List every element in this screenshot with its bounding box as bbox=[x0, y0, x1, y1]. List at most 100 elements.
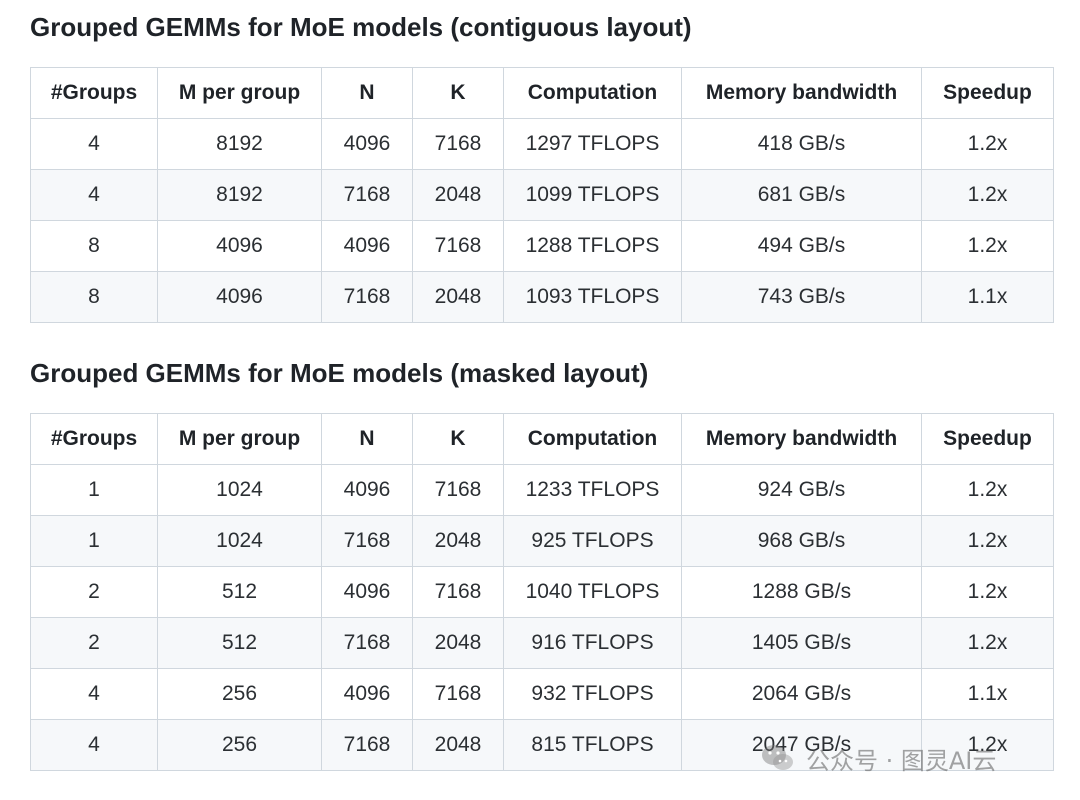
cell-computation: 1093 TFLOPS bbox=[503, 271, 682, 323]
cell-n: 7168 bbox=[321, 271, 413, 323]
header-m-per-group: M per group bbox=[157, 413, 322, 465]
cell-k: 2048 bbox=[412, 719, 504, 771]
cell-computation: 925 TFLOPS bbox=[503, 515, 682, 567]
cell-k: 7168 bbox=[412, 118, 504, 170]
cell-m-per-group: 512 bbox=[157, 617, 322, 669]
cell-groups: 8 bbox=[30, 271, 158, 323]
header-n: N bbox=[321, 67, 413, 119]
cell-n: 7168 bbox=[321, 617, 413, 669]
cell-n: 7168 bbox=[321, 169, 413, 221]
header-memory-bandwidth: Memory bandwidth bbox=[681, 413, 922, 465]
header-k: K bbox=[412, 67, 504, 119]
header-k: K bbox=[412, 413, 504, 465]
cell-memory-bandwidth: 418 GB/s bbox=[681, 118, 922, 170]
cell-k: 2048 bbox=[412, 515, 504, 567]
header-m-per-group: M per group bbox=[157, 67, 322, 119]
cell-computation: 815 TFLOPS bbox=[503, 719, 682, 771]
cell-k: 2048 bbox=[412, 617, 504, 669]
cell-computation: 1288 TFLOPS bbox=[503, 220, 682, 272]
cell-computation: 1233 TFLOPS bbox=[503, 464, 682, 516]
table-header-row: #Groups M per group N K Computation Memo… bbox=[30, 413, 1054, 465]
cell-speedup: 1.2x bbox=[921, 169, 1054, 221]
cell-computation: 932 TFLOPS bbox=[503, 668, 682, 720]
cell-n: 4096 bbox=[321, 118, 413, 170]
cell-speedup: 1.2x bbox=[921, 118, 1054, 170]
cell-groups: 4 bbox=[30, 118, 158, 170]
cell-memory-bandwidth: 743 GB/s bbox=[681, 271, 922, 323]
header-groups: #Groups bbox=[30, 413, 158, 465]
cell-groups: 1 bbox=[30, 464, 158, 516]
cell-memory-bandwidth: 494 GB/s bbox=[681, 220, 922, 272]
cell-groups: 4 bbox=[30, 169, 158, 221]
cell-n: 4096 bbox=[321, 220, 413, 272]
cell-groups: 1 bbox=[30, 515, 158, 567]
cell-memory-bandwidth: 1405 GB/s bbox=[681, 617, 922, 669]
table-contiguous-layout: #Groups M per group N K Computation Memo… bbox=[30, 67, 1054, 323]
cell-computation: 1040 TFLOPS bbox=[503, 566, 682, 618]
cell-speedup: 1.1x bbox=[921, 271, 1054, 323]
cell-memory-bandwidth: 681 GB/s bbox=[681, 169, 922, 221]
cell-memory-bandwidth: 2064 GB/s bbox=[681, 668, 922, 720]
table-row: 2 512 7168 2048 916 TFLOPS 1405 GB/s 1.2… bbox=[30, 617, 1054, 669]
cell-m-per-group: 512 bbox=[157, 566, 322, 618]
cell-n: 4096 bbox=[321, 464, 413, 516]
table-row: 8 4096 4096 7168 1288 TFLOPS 494 GB/s 1.… bbox=[30, 220, 1054, 272]
cell-n: 4096 bbox=[321, 566, 413, 618]
cell-computation: 1099 TFLOPS bbox=[503, 169, 682, 221]
cell-k: 2048 bbox=[412, 271, 504, 323]
cell-k: 2048 bbox=[412, 169, 504, 221]
table-header-row: #Groups M per group N K Computation Memo… bbox=[30, 67, 1054, 119]
cell-speedup: 1.2x bbox=[921, 617, 1054, 669]
cell-m-per-group: 4096 bbox=[157, 220, 322, 272]
cell-m-per-group: 8192 bbox=[157, 118, 322, 170]
cell-groups: 2 bbox=[30, 566, 158, 618]
table-row: 1 1024 4096 7168 1233 TFLOPS 924 GB/s 1.… bbox=[30, 464, 1054, 516]
cell-m-per-group: 1024 bbox=[157, 515, 322, 567]
header-speedup: Speedup bbox=[921, 67, 1054, 119]
cell-speedup: 1.2x bbox=[921, 464, 1054, 516]
cell-memory-bandwidth: 2047 GB/s bbox=[681, 719, 922, 771]
cell-groups: 4 bbox=[30, 719, 158, 771]
header-speedup: Speedup bbox=[921, 413, 1054, 465]
cell-m-per-group: 256 bbox=[157, 719, 322, 771]
cell-m-per-group: 8192 bbox=[157, 169, 322, 221]
table-row: 1 1024 7168 2048 925 TFLOPS 968 GB/s 1.2… bbox=[30, 515, 1054, 567]
header-computation: Computation bbox=[503, 413, 682, 465]
cell-n: 4096 bbox=[321, 668, 413, 720]
header-n: N bbox=[321, 413, 413, 465]
cell-memory-bandwidth: 1288 GB/s bbox=[681, 566, 922, 618]
section-title-masked: Grouped GEMMs for MoE models (masked lay… bbox=[30, 358, 649, 388]
cell-speedup: 1.2x bbox=[921, 719, 1054, 771]
cell-speedup: 1.2x bbox=[921, 566, 1054, 618]
table-row: 4 8192 4096 7168 1297 TFLOPS 418 GB/s 1.… bbox=[30, 118, 1054, 170]
cell-m-per-group: 4096 bbox=[157, 271, 322, 323]
cell-k: 7168 bbox=[412, 220, 504, 272]
header-groups: #Groups bbox=[30, 67, 158, 119]
cell-speedup: 1.1x bbox=[921, 668, 1054, 720]
cell-memory-bandwidth: 924 GB/s bbox=[681, 464, 922, 516]
table-row: 4 8192 7168 2048 1099 TFLOPS 681 GB/s 1.… bbox=[30, 169, 1054, 221]
cell-computation: 1297 TFLOPS bbox=[503, 118, 682, 170]
table-row: 2 512 4096 7168 1040 TFLOPS 1288 GB/s 1.… bbox=[30, 566, 1054, 618]
header-memory-bandwidth: Memory bandwidth bbox=[681, 67, 922, 119]
cell-memory-bandwidth: 968 GB/s bbox=[681, 515, 922, 567]
table-masked-layout: #Groups M per group N K Computation Memo… bbox=[30, 413, 1054, 771]
table-row: 4 256 4096 7168 932 TFLOPS 2064 GB/s 1.1… bbox=[30, 668, 1054, 720]
cell-m-per-group: 1024 bbox=[157, 464, 322, 516]
cell-computation: 916 TFLOPS bbox=[503, 617, 682, 669]
cell-k: 7168 bbox=[412, 566, 504, 618]
cell-groups: 8 bbox=[30, 220, 158, 272]
section-title-contiguous: Grouped GEMMs for MoE models (contiguous… bbox=[30, 12, 692, 42]
header-computation: Computation bbox=[503, 67, 682, 119]
table-row: 8 4096 7168 2048 1093 TFLOPS 743 GB/s 1.… bbox=[30, 271, 1054, 323]
cell-n: 7168 bbox=[321, 515, 413, 567]
table-row: 4 256 7168 2048 815 TFLOPS 2047 GB/s 1.2… bbox=[30, 719, 1054, 771]
cell-speedup: 1.2x bbox=[921, 515, 1054, 567]
cell-k: 7168 bbox=[412, 464, 504, 516]
cell-n: 7168 bbox=[321, 719, 413, 771]
cell-m-per-group: 256 bbox=[157, 668, 322, 720]
cell-groups: 4 bbox=[30, 668, 158, 720]
cell-speedup: 1.2x bbox=[921, 220, 1054, 272]
cell-k: 7168 bbox=[412, 668, 504, 720]
cell-groups: 2 bbox=[30, 617, 158, 669]
